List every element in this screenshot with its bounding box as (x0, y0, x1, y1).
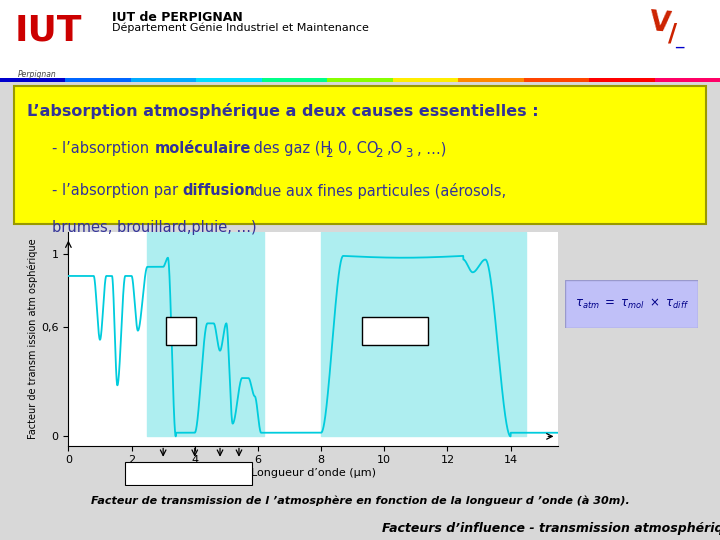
X-axis label: Longueur d’onde (μm): Longueur d’onde (μm) (251, 468, 376, 478)
Text: - l’absorption par: - l’absorption par (53, 183, 183, 198)
Text: 2: 2 (325, 147, 333, 160)
Text: due aux fines particules (aérosols,: due aux fines particules (aérosols, (249, 183, 507, 199)
Bar (197, 73, 262, 82)
Text: $\tau_{atm}\ =\ \tau_{mol}\ \times\ \tau_{diff}$: $\tau_{atm}\ =\ \tau_{mol}\ \times\ \tau… (575, 297, 689, 311)
Bar (589, 73, 654, 82)
Bar (131, 73, 197, 82)
Text: Perpignan: Perpignan (18, 70, 57, 79)
Text: diffusion: diffusion (182, 183, 255, 198)
Text: /: / (668, 22, 678, 45)
Bar (392, 73, 458, 82)
Bar (0, 73, 66, 82)
Text: 3: 3 (405, 147, 413, 160)
Bar (362, 317, 428, 345)
Text: Facteur de transmission de l ’atmosphère en fonction de la longueur d ’onde (à 3: Facteur de transmission de l ’atmosphère… (91, 496, 629, 507)
Bar (262, 73, 328, 82)
Text: 2: 2 (375, 147, 383, 160)
Text: , …): , …) (418, 141, 446, 157)
Y-axis label: Facteur de transm ission atm osphérique: Facteur de transm ission atm osphérique (28, 239, 38, 439)
Text: IUT de PERPIGNAN: IUT de PERPIGNAN (112, 11, 243, 24)
Bar (66, 73, 131, 82)
Text: Département Génie Industriel et Maintenance: Département Génie Industriel et Maintena… (112, 23, 369, 33)
Bar (523, 73, 589, 82)
Text: L’absorption atmosphérique a deux causes essentielles :: L’absorption atmosphérique a deux causes… (27, 103, 539, 119)
Text: brumes, brouillard,pluie, …): brumes, brouillard,pluie, …) (53, 220, 257, 235)
FancyBboxPatch shape (565, 280, 698, 328)
Bar (125, 462, 251, 485)
Text: ,O: ,O (387, 141, 403, 157)
Text: Facteurs d’influence - transmission atmosphérique: Facteurs d’influence - transmission atmo… (382, 522, 720, 535)
Bar (654, 73, 720, 82)
Text: - l’absorption: - l’absorption (53, 141, 154, 157)
Bar (166, 317, 197, 345)
Text: des gaz (H: des gaz (H (249, 141, 332, 157)
Text: 0, CO: 0, CO (338, 141, 379, 157)
Text: _: _ (675, 30, 684, 48)
Bar (458, 73, 523, 82)
Bar (328, 73, 392, 82)
Text: V: V (648, 8, 672, 38)
Text: moléculaire: moléculaire (155, 141, 251, 157)
Text: IUT: IUT (14, 14, 82, 48)
